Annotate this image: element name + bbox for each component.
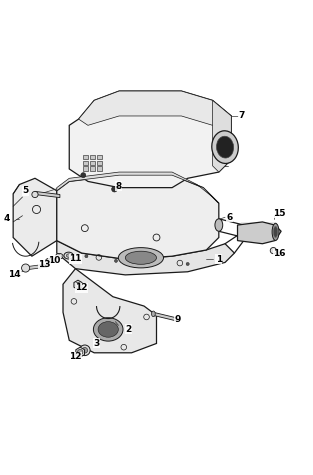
Text: 14: 14 bbox=[8, 270, 21, 279]
Text: 2: 2 bbox=[125, 325, 131, 334]
Text: 5: 5 bbox=[23, 186, 29, 195]
Circle shape bbox=[81, 173, 86, 178]
Bar bbox=[83, 161, 88, 165]
Text: 12: 12 bbox=[69, 352, 82, 361]
Ellipse shape bbox=[212, 131, 238, 163]
Ellipse shape bbox=[58, 255, 61, 257]
Ellipse shape bbox=[66, 254, 71, 257]
Polygon shape bbox=[74, 280, 82, 290]
Ellipse shape bbox=[55, 253, 63, 259]
Polygon shape bbox=[57, 175, 219, 259]
Ellipse shape bbox=[98, 322, 118, 337]
Polygon shape bbox=[238, 222, 281, 244]
Bar bbox=[97, 161, 102, 165]
Circle shape bbox=[115, 259, 118, 262]
Circle shape bbox=[112, 186, 117, 192]
Ellipse shape bbox=[93, 318, 123, 341]
Bar bbox=[83, 166, 88, 171]
Text: 13: 13 bbox=[38, 260, 51, 269]
Polygon shape bbox=[26, 264, 47, 270]
Polygon shape bbox=[153, 312, 177, 321]
Bar bbox=[83, 155, 88, 159]
Polygon shape bbox=[79, 91, 231, 125]
Text: 15: 15 bbox=[273, 209, 285, 218]
Bar bbox=[97, 155, 102, 159]
Ellipse shape bbox=[118, 247, 163, 268]
Ellipse shape bbox=[272, 223, 279, 240]
Ellipse shape bbox=[273, 226, 278, 238]
Text: 16: 16 bbox=[273, 249, 286, 258]
Circle shape bbox=[82, 348, 88, 353]
Text: 10: 10 bbox=[48, 256, 60, 265]
Polygon shape bbox=[213, 100, 231, 172]
Text: 1: 1 bbox=[216, 255, 222, 264]
Ellipse shape bbox=[46, 258, 52, 263]
Circle shape bbox=[77, 350, 83, 355]
Circle shape bbox=[32, 191, 38, 198]
Polygon shape bbox=[13, 178, 57, 256]
Text: 11: 11 bbox=[69, 254, 82, 263]
Text: 9: 9 bbox=[175, 314, 181, 323]
Polygon shape bbox=[69, 91, 231, 188]
Bar bbox=[90, 166, 95, 171]
Circle shape bbox=[80, 345, 90, 356]
Circle shape bbox=[75, 282, 80, 287]
Ellipse shape bbox=[215, 219, 223, 231]
Ellipse shape bbox=[64, 252, 73, 259]
Ellipse shape bbox=[151, 311, 155, 317]
Text: 7: 7 bbox=[239, 112, 245, 121]
Bar bbox=[90, 161, 95, 165]
Circle shape bbox=[85, 255, 88, 258]
Ellipse shape bbox=[217, 136, 233, 158]
Circle shape bbox=[22, 264, 30, 272]
Circle shape bbox=[270, 247, 276, 254]
Polygon shape bbox=[57, 172, 219, 203]
Polygon shape bbox=[35, 191, 60, 198]
Bar bbox=[90, 155, 95, 159]
Polygon shape bbox=[63, 269, 156, 353]
Text: 12: 12 bbox=[75, 284, 88, 293]
Polygon shape bbox=[76, 347, 85, 357]
Circle shape bbox=[186, 262, 189, 266]
Text: 3: 3 bbox=[94, 339, 100, 348]
Text: 6: 6 bbox=[227, 213, 233, 222]
Text: 8: 8 bbox=[115, 181, 122, 190]
Ellipse shape bbox=[125, 251, 156, 264]
Polygon shape bbox=[57, 241, 234, 275]
Ellipse shape bbox=[48, 260, 51, 262]
Text: 4: 4 bbox=[4, 214, 10, 223]
Bar bbox=[97, 166, 102, 171]
